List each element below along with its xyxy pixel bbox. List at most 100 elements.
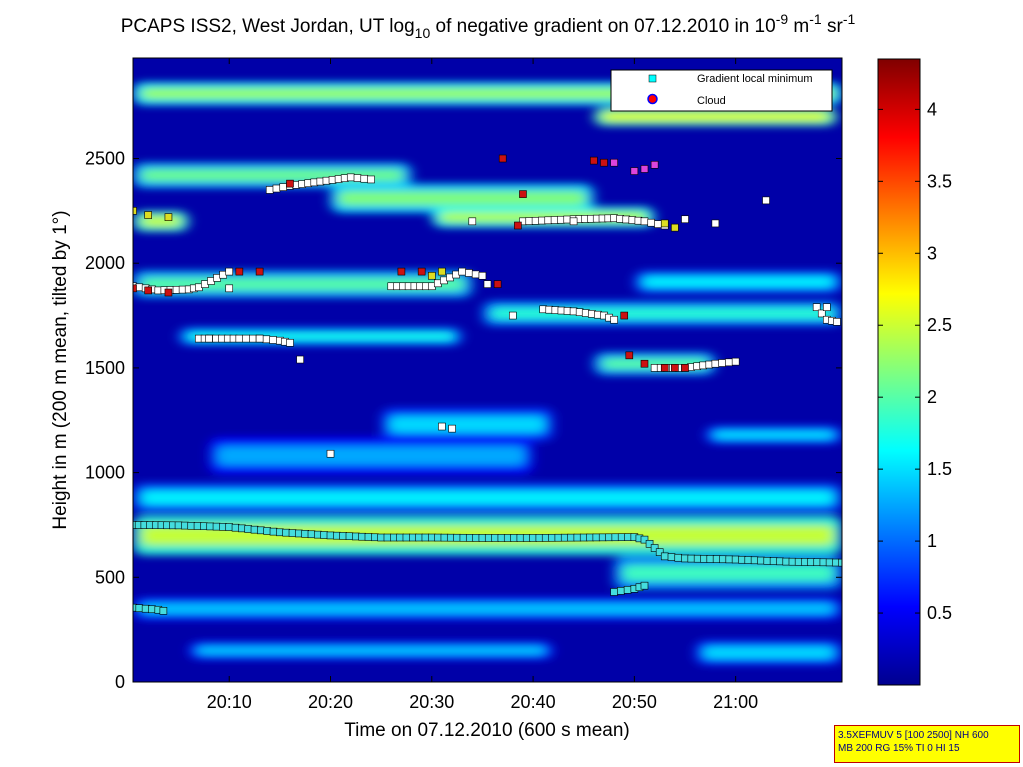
minimum-marker [465, 269, 473, 277]
heatmap-band-core [389, 416, 546, 433]
heatmap-band-core [196, 645, 546, 656]
heatmap-band-core [141, 490, 834, 506]
minimum-marker [617, 533, 626, 542]
colorbar-ticks: 0.5 1 1.5 2 2.5 3 3.5 4 [878, 99, 952, 623]
heatmap-band-core [622, 564, 834, 582]
minimum-marker [472, 534, 480, 542]
minimum-marker [544, 216, 553, 225]
cloud-marker [498, 154, 507, 163]
minimum-marker [326, 531, 335, 540]
minimum-marker [269, 336, 277, 344]
minimum-marker [655, 548, 664, 556]
x-tick-label: 20:30 [409, 692, 454, 712]
cloud-marker [427, 271, 436, 280]
plot-frame [132, 57, 843, 683]
minimum-marker [681, 554, 689, 563]
cloud-marker [625, 351, 634, 360]
minimum-marker [617, 587, 625, 595]
minimum-marker [314, 530, 322, 539]
minimum-marker [346, 173, 355, 182]
minimum-marker [491, 534, 499, 542]
minimum-marker [711, 219, 720, 228]
colorbar-tick-label: 3 [927, 243, 937, 263]
cloud-marker [630, 167, 639, 175]
heatmap-band-core [601, 111, 829, 122]
cloud-marker [164, 213, 173, 221]
heatmap-area [133, 58, 842, 682]
minimum-marker [219, 523, 227, 531]
minimum-marker [586, 533, 594, 542]
minimum-marker [812, 303, 821, 311]
cloud-marker [164, 288, 173, 297]
x-axis-label: Time on 07.12.2010 (600 s mean) [344, 720, 630, 741]
minimum-marker [725, 358, 733, 367]
minimum-marker [265, 186, 274, 194]
colorbar-tick-label: 2.5 [927, 315, 952, 335]
minimum-marker [838, 558, 842, 567]
minimum-marker [560, 533, 569, 542]
minimum-marker [135, 283, 144, 292]
minimum-marker [421, 533, 430, 542]
cloud-marker [610, 158, 618, 167]
cloud-marker [397, 267, 406, 276]
minimum-marker [598, 533, 607, 542]
cloud-marker [493, 280, 502, 288]
minimum-marker [174, 521, 183, 530]
minimum-marker [148, 605, 156, 614]
minimum-marker [235, 334, 244, 343]
heatmap-band-core [713, 430, 834, 440]
minimum-marker [244, 525, 253, 533]
minimum-marker [279, 183, 288, 191]
minimum-marker [206, 522, 215, 531]
minimum-marker [557, 215, 565, 224]
colorbar-gradient [877, 58, 921, 686]
cloud-marker [671, 223, 679, 232]
cloud-marker [640, 165, 649, 173]
minimum-marker [541, 534, 550, 542]
minimum-marker [650, 544, 659, 552]
cloud-marker [640, 359, 649, 368]
minimum-marker [187, 521, 196, 530]
minimum-marker [446, 533, 455, 542]
y-tick-label: 500 [95, 567, 125, 587]
minimum-marker [640, 581, 649, 590]
x-tick-label: 20:10 [207, 692, 252, 712]
minimum-marker [563, 215, 572, 224]
minimum-marker [471, 270, 480, 279]
heatmap-band-core [141, 602, 834, 615]
legend-label-minimum: Gradient local minimum [697, 73, 813, 85]
minimum-marker [592, 533, 601, 542]
heatmap-band-core [338, 190, 586, 206]
minimum-marker [640, 535, 649, 544]
minimum-marker [693, 554, 702, 563]
minimum-marker [538, 216, 546, 225]
cloud-marker [590, 156, 598, 165]
minimum-marker [503, 534, 512, 542]
minimum-marker [667, 553, 676, 561]
minimum-marker [276, 528, 284, 537]
minimum-marker [738, 555, 746, 564]
minimum-marker [339, 532, 347, 540]
y-tick-label: 1500 [85, 358, 125, 378]
legend: Gradient local minimum Cloud [610, 69, 833, 112]
cloud-marker [681, 364, 689, 372]
cloud-marker [514, 221, 522, 230]
colorbar-tick-label: 1.5 [927, 459, 952, 479]
minimum-marker [434, 533, 442, 542]
minimum-marker [242, 334, 250, 343]
minimum-marker [465, 534, 474, 542]
minimum-marker [731, 555, 740, 564]
minimum-marker [681, 215, 689, 224]
minimum-marker [453, 533, 461, 542]
cloud-marker [417, 267, 426, 276]
minimum-marker [712, 555, 721, 563]
minimum-marker [225, 284, 234, 293]
chart-title: PCAPS ISS2, West Jordan, UT log10 of neg… [121, 11, 856, 41]
minimum-marker [358, 532, 366, 541]
cloud-marker [600, 158, 608, 167]
minimum-marker [711, 359, 720, 368]
legend-marker-cloud [647, 93, 658, 105]
minimum-marker [269, 527, 278, 536]
cloud-marker [133, 284, 137, 293]
x-tick-label: 21:00 [713, 692, 758, 712]
